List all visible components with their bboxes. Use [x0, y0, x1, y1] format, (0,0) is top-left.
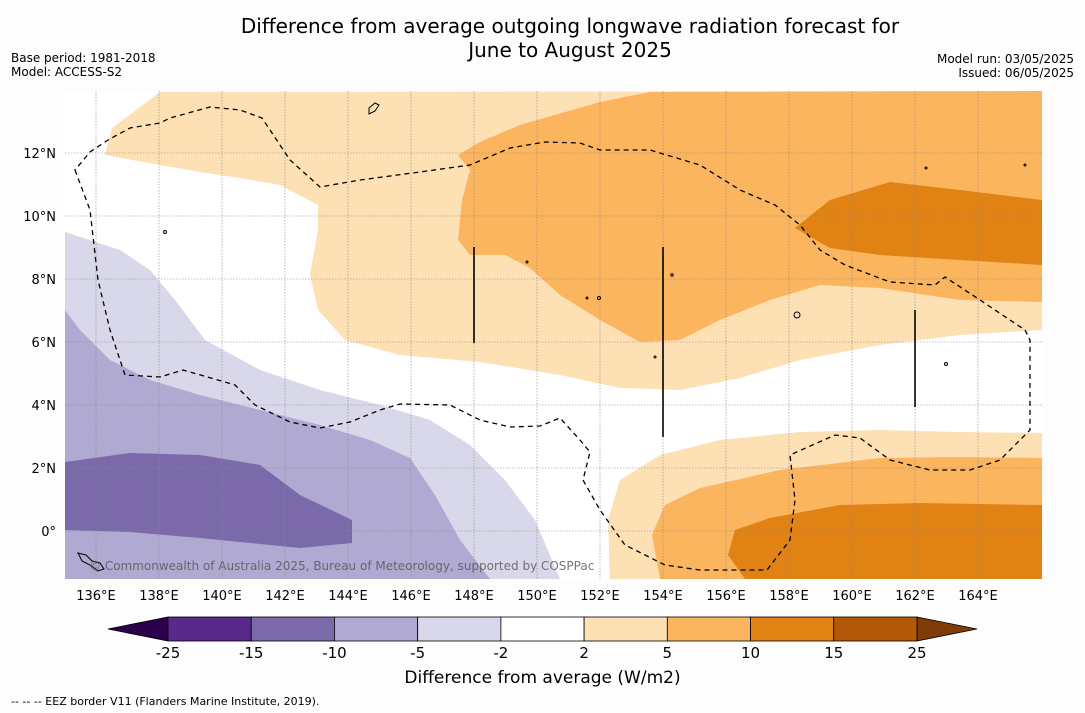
colorbar-label: Difference from average (W/m2)	[0, 668, 1085, 688]
colorbar-box	[584, 617, 667, 641]
colorbar-box	[418, 617, 501, 641]
colorbar-tick: -5	[410, 644, 425, 662]
colorbar-tick: 10	[741, 644, 760, 662]
colorbar-box	[168, 617, 251, 641]
colorbar-box	[334, 617, 417, 641]
colorbar-tick: 5	[663, 644, 673, 662]
colorbar-tick: 15	[824, 644, 843, 662]
colorbar-box	[751, 617, 834, 641]
colorbar-over-arrow	[917, 617, 977, 641]
colorbar-box	[501, 617, 584, 641]
colorbar-tick-labels: -25 -15 -10 -5 -2 2 5 10 15 25	[156, 644, 927, 662]
colorbar-box	[251, 617, 334, 641]
colorbar-box	[834, 617, 917, 641]
colorbar-tick: -15	[239, 644, 264, 662]
colorbar-tick: -10	[322, 644, 347, 662]
colorbar-boxes	[168, 617, 917, 641]
colorbar-tick: -2	[493, 644, 508, 662]
colorbar-tick: -25	[156, 644, 181, 662]
colorbar-under-arrow	[108, 617, 168, 641]
colorbar-tick: 25	[907, 644, 926, 662]
colorbar-tick: 2	[579, 644, 589, 662]
colorbar-box	[667, 617, 750, 641]
eez-footnote: -- -- -- EEZ border V11 (Flanders Marine…	[11, 695, 319, 708]
colorbar: -25 -15 -10 -5 -2 2 5 10 15 25	[0, 0, 1085, 713]
